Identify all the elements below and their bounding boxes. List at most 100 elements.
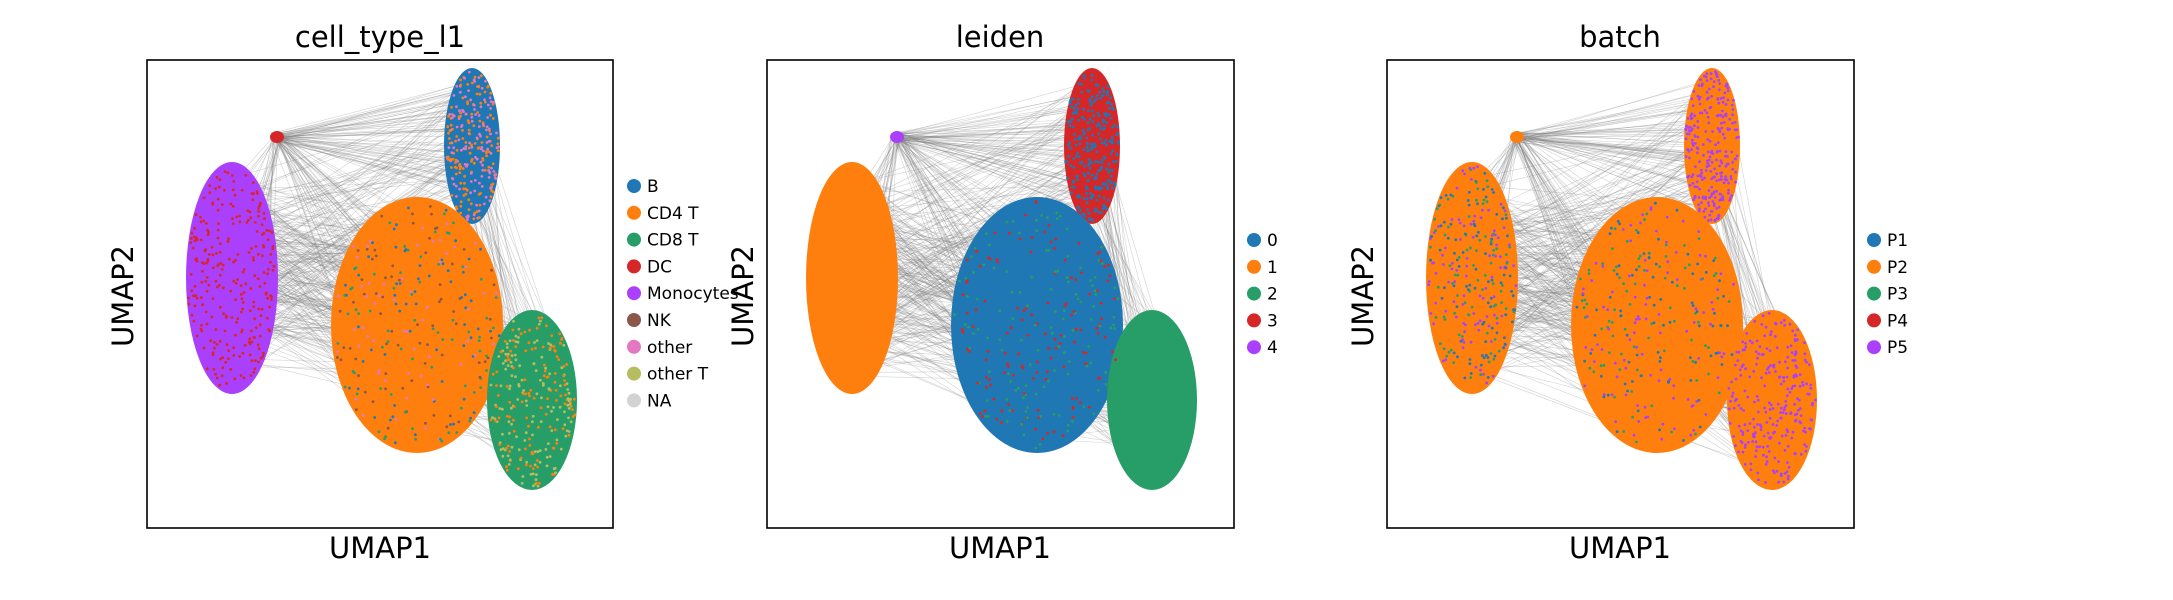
scatter-point (477, 125, 481, 128)
scatter-point (1459, 339, 1463, 343)
scatter-point (373, 416, 377, 419)
scatter-point (1504, 213, 1508, 217)
scatter-point (1441, 253, 1444, 257)
scatter-point (1698, 207, 1701, 211)
scatter-point (556, 418, 559, 421)
scatter-point (1092, 412, 1096, 416)
scatter-point (512, 429, 516, 433)
scatter-point (1717, 217, 1720, 220)
scatter-point (468, 141, 471, 145)
scatter-point (409, 290, 413, 293)
scatter-point (1688, 183, 1692, 187)
scatter-point (479, 105, 483, 109)
legend-item: other (627, 338, 692, 358)
scatter-point (242, 291, 246, 294)
graph-edge (1521, 80, 1711, 134)
scatter-point (1484, 235, 1487, 238)
scatter-point (1499, 289, 1503, 293)
scatter-point (454, 184, 458, 188)
scatter-point (517, 448, 521, 452)
scatter-point (1640, 352, 1644, 356)
scatter-point (484, 79, 487, 83)
scatter-point (505, 414, 509, 418)
scatter-point (1098, 250, 1102, 254)
scatter-point (1071, 397, 1074, 400)
scatter-point (216, 208, 220, 212)
scatter-point (430, 365, 434, 369)
graph-edge (1520, 98, 1695, 133)
scatter-point (1734, 398, 1738, 402)
scatter-point (483, 360, 487, 363)
scatter-point (460, 125, 463, 128)
scatter-point (1485, 381, 1488, 385)
scatter-point (1103, 112, 1106, 116)
scatter-point (1469, 372, 1473, 375)
scatter-point (1654, 262, 1658, 266)
legend-item: DC (627, 257, 672, 277)
scatter-point (1731, 167, 1735, 171)
legend-marker (627, 259, 641, 274)
scatter-point (1784, 360, 1787, 364)
scatter-point (550, 334, 554, 337)
scatter-point (1461, 169, 1465, 173)
scatter-point (1468, 358, 1472, 361)
scatter-point (477, 114, 481, 117)
scatter-point (448, 141, 452, 145)
scatter-point (1486, 376, 1490, 379)
scatter-point (1727, 191, 1730, 195)
scatter-point (1783, 323, 1787, 327)
scatter-point (1479, 368, 1482, 372)
scatter-point (428, 236, 431, 240)
graph-edge (873, 92, 1096, 267)
scatter-point (266, 272, 269, 276)
scatter-point (1088, 292, 1091, 296)
graph-edge (274, 96, 478, 140)
scatter-point (1636, 315, 1640, 318)
scatter-point (1485, 315, 1489, 318)
scatter-point (998, 338, 1002, 342)
scatter-point (1447, 280, 1450, 284)
scatter-point (411, 221, 415, 225)
scatter-point (1087, 109, 1090, 113)
legend-marker (1867, 233, 1881, 247)
scatter-point (1748, 375, 1752, 379)
scatter-point (1469, 340, 1473, 344)
scatter-point (438, 238, 442, 242)
scatter-point (1713, 196, 1717, 199)
scatter-point (1788, 390, 1792, 394)
legend-label: 0 (1267, 231, 1278, 251)
graph-edge (898, 134, 1098, 150)
scatter-point (405, 396, 408, 400)
scatter-point (424, 421, 427, 425)
scatter-point (1720, 126, 1724, 130)
scatter-point (553, 349, 557, 353)
scatter-point (1690, 175, 1694, 179)
scatter-point (565, 382, 569, 385)
scatter-point (1698, 174, 1702, 178)
scatter-point (1635, 440, 1638, 444)
graph-edge (1518, 133, 1698, 177)
scatter-point (194, 294, 198, 298)
scatter-point (1032, 377, 1035, 380)
scatter-point (1599, 364, 1603, 368)
scatter-point (1697, 203, 1700, 207)
scatter-point (1724, 84, 1728, 88)
scatter-point (1693, 124, 1696, 128)
scatter-point (1087, 158, 1091, 162)
scatter-point (983, 409, 987, 413)
scatter-point (466, 83, 470, 86)
scatter-point (1107, 263, 1110, 267)
graph-edge (255, 183, 481, 227)
scatter-point (221, 356, 225, 360)
scatter-point (1018, 237, 1022, 241)
scatter-point (462, 270, 465, 274)
scatter-point (354, 357, 358, 361)
scatter-point (517, 384, 521, 388)
scatter-point (563, 383, 567, 387)
legend-item: 4 (1247, 338, 1278, 358)
graph-edge (1514, 107, 1716, 135)
graph-edge (843, 184, 1104, 194)
scatter-point (1094, 83, 1098, 87)
scatter-point (1075, 110, 1078, 113)
scatter-point (1454, 238, 1458, 242)
